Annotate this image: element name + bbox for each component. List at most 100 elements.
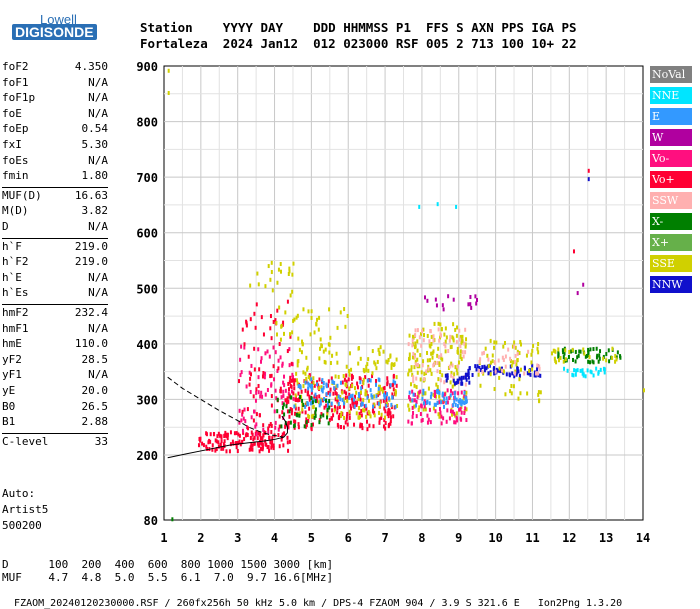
data-point (468, 366, 471, 371)
data-point (270, 403, 273, 408)
param-value: 219.0 (74, 239, 108, 253)
data-point (598, 353, 601, 358)
data-point (284, 388, 287, 393)
data-point (252, 437, 255, 442)
data-point (299, 384, 302, 389)
data-point (538, 398, 541, 403)
data-point (280, 437, 283, 442)
data-point (583, 351, 586, 356)
data-point (445, 396, 448, 401)
data-point (281, 432, 284, 437)
data-point (335, 384, 338, 389)
data-point (454, 365, 457, 370)
data-point (512, 360, 515, 365)
data-point (451, 335, 454, 340)
data-point (277, 358, 280, 363)
param-name: fxI (2, 138, 22, 151)
data-point (274, 425, 277, 430)
data-point (266, 387, 269, 392)
data-point (249, 283, 252, 288)
data-point (393, 362, 396, 367)
data-point (246, 432, 249, 437)
data-point (552, 348, 555, 353)
data-point (366, 411, 369, 416)
data-point (415, 414, 418, 419)
y-tick-label: 300 (136, 393, 158, 407)
data-point (330, 416, 333, 421)
data-point (416, 395, 419, 400)
data-point (463, 394, 466, 399)
data-point (426, 350, 429, 355)
data-point (214, 448, 217, 453)
data-point (288, 266, 291, 271)
data-point (486, 353, 489, 358)
data-point (387, 414, 390, 419)
data-point (504, 392, 507, 397)
header-value: 005 (426, 36, 457, 51)
data-point (502, 358, 505, 363)
data-point (378, 384, 381, 389)
data-point (345, 391, 348, 396)
data-point (449, 380, 452, 385)
data-point (527, 371, 530, 376)
data-point (310, 377, 313, 382)
data-point (427, 417, 430, 422)
data-point (277, 366, 280, 371)
data-point (219, 442, 222, 447)
data-point (205, 432, 208, 437)
param-row: yF2 28.5 (2, 353, 108, 368)
data-point (584, 374, 587, 379)
data-point (447, 349, 450, 354)
data-point (368, 411, 371, 416)
data-point (418, 405, 421, 410)
data-point (344, 324, 347, 329)
data-point (389, 354, 392, 359)
data-point (465, 399, 468, 404)
data-point (242, 430, 245, 435)
data-point (516, 370, 519, 375)
data-point (226, 432, 229, 437)
data-point (288, 409, 291, 414)
param-name: yF1 (2, 368, 22, 382)
data-point (258, 449, 261, 454)
data-point (290, 389, 293, 394)
data-point (362, 397, 365, 402)
data-point (237, 432, 240, 437)
data-point (256, 441, 259, 446)
data-point (437, 377, 440, 382)
data-point (464, 327, 467, 332)
data-point (305, 376, 308, 381)
data-point (497, 358, 500, 363)
data-point (377, 410, 380, 415)
data-point (287, 387, 290, 392)
data-point (493, 340, 496, 345)
data-point (318, 386, 321, 391)
data-point (483, 368, 486, 373)
data-point (320, 412, 323, 417)
data-point (290, 384, 293, 389)
data-point (376, 401, 379, 406)
data-point (343, 415, 346, 420)
data-point (442, 307, 445, 312)
data-point (167, 68, 170, 73)
data-point (527, 349, 530, 354)
data-point (573, 368, 576, 373)
data-point (292, 261, 295, 266)
data-point (249, 376, 252, 381)
data-point (354, 386, 357, 391)
data-point (411, 372, 414, 377)
data-point (557, 358, 560, 363)
data-point (359, 397, 362, 402)
data-point (242, 416, 245, 421)
data-point (224, 430, 227, 435)
data-point (430, 351, 433, 356)
header-values: Fortaleza 2024 Jan12 012 023000 RSF 005 … (140, 36, 584, 51)
data-point (269, 277, 272, 282)
data-point (260, 315, 263, 320)
data-point (377, 386, 380, 391)
header-label: Station (140, 20, 223, 35)
data-point (453, 381, 456, 386)
data-point (479, 357, 482, 362)
data-point (448, 396, 451, 401)
param-name: M(D) (2, 204, 29, 218)
